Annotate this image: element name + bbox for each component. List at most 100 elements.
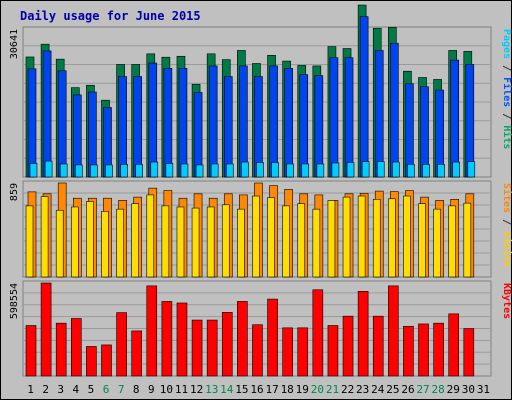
bar-files-day-3 bbox=[57, 70, 67, 178]
bar-files-day-14 bbox=[223, 76, 233, 178]
bar-visits-day-4 bbox=[70, 206, 79, 278]
bar-visits-day-28 bbox=[433, 208, 441, 278]
panel-middle-legend: Sites / Visits bbox=[501, 183, 512, 267]
bar-files-day-9 bbox=[148, 62, 158, 178]
bar-pages-day-4 bbox=[74, 164, 83, 178]
panel-middle: 859 Sites / Visits bbox=[9, 180, 512, 278]
bar-pages-day-26 bbox=[407, 164, 415, 178]
x-tick-label-day-16: 16 bbox=[250, 383, 263, 396]
legend-entry: / bbox=[501, 59, 512, 77]
x-tick-label-day-31: 31 bbox=[477, 383, 490, 396]
bar-files-day-19 bbox=[299, 74, 309, 178]
bar-kbytes-day-22 bbox=[342, 315, 354, 377]
x-tick-label-day-4: 4 bbox=[73, 383, 80, 396]
bar-files-day-22 bbox=[344, 57, 354, 178]
chart-title: Daily usage for June 2015 bbox=[20, 9, 201, 23]
bar-pages-day-7 bbox=[120, 164, 128, 178]
panel-bottom-max-label: 598554 bbox=[9, 283, 20, 319]
bar-kbytes-day-21 bbox=[327, 325, 339, 377]
bar-visits-day-26 bbox=[403, 195, 411, 278]
bar-kbytes-day-3 bbox=[55, 322, 67, 377]
bar-kbytes-day-12 bbox=[191, 319, 203, 377]
bar-files-day-16 bbox=[254, 76, 263, 178]
x-tick-label-day-9: 9 bbox=[148, 383, 155, 396]
panel-middle-max-label: 859 bbox=[9, 183, 20, 201]
bar-visits-day-10 bbox=[161, 205, 170, 278]
x-tick-label-day-5: 5 bbox=[88, 383, 95, 396]
panel-top: 30641 Pages / Files / Hits bbox=[9, 4, 512, 178]
x-tick-label-day-11: 11 bbox=[175, 383, 188, 396]
bar-pages-day-8 bbox=[135, 164, 143, 178]
bar-pages-day-30 bbox=[467, 161, 476, 178]
x-tick-label-day-22: 22 bbox=[341, 383, 354, 396]
x-tick-label-day-23: 23 bbox=[356, 383, 369, 396]
bar-kbytes-day-24 bbox=[372, 315, 384, 377]
x-tick-label-day-19: 19 bbox=[296, 383, 309, 396]
bar-visits-day-8 bbox=[131, 203, 139, 278]
panel-top-legend: Pages / Files / Hits bbox=[501, 29, 512, 149]
bar-visits-day-27 bbox=[418, 203, 426, 278]
bar-pages-day-19 bbox=[301, 163, 310, 178]
bar-pages-day-25 bbox=[392, 161, 400, 178]
bar-pages-day-27 bbox=[422, 164, 430, 178]
bar-kbytes-day-7 bbox=[116, 312, 127, 377]
x-tick-label-day-29: 29 bbox=[447, 383, 460, 396]
bar-pages-day-28 bbox=[437, 164, 445, 178]
bar-pages-day-23 bbox=[361, 161, 370, 178]
bar-kbytes-day-10 bbox=[161, 301, 173, 377]
panel-bottom-legend: KBytes bbox=[501, 283, 512, 319]
bar-kbytes-day-1 bbox=[25, 325, 37, 377]
bar-visits-day-9 bbox=[146, 194, 155, 278]
bar-visits-day-7 bbox=[116, 208, 124, 278]
bar-files-day-15 bbox=[239, 65, 248, 178]
bar-visits-day-14 bbox=[221, 204, 230, 278]
x-tick-label-day-8: 8 bbox=[133, 383, 140, 396]
bar-files-day-10 bbox=[163, 68, 173, 178]
bar-kbytes-day-20 bbox=[312, 289, 324, 377]
bar-pages-day-29 bbox=[452, 161, 461, 178]
bar-files-day-24 bbox=[374, 50, 384, 178]
bar-kbytes-day-9 bbox=[146, 285, 158, 377]
x-tick-label-day-7: 7 bbox=[118, 383, 125, 396]
bar-visits-day-25 bbox=[388, 198, 396, 278]
bar-pages-day-24 bbox=[376, 161, 385, 178]
legend-entry: / bbox=[501, 213, 512, 231]
bar-visits-day-11 bbox=[176, 206, 185, 278]
x-tick-label-day-25: 25 bbox=[386, 383, 399, 396]
chart-panels: 30641 Pages / Files / Hits 859 Sites / Visi… bbox=[9, 4, 512, 377]
legend-entry: Hits bbox=[501, 125, 512, 149]
bar-kbytes-day-4 bbox=[70, 318, 82, 377]
bar-pages-day-9 bbox=[150, 161, 159, 178]
x-tick-label-day-30: 30 bbox=[462, 383, 475, 396]
legend-entry: / bbox=[501, 107, 512, 125]
x-tick-label-day-20: 20 bbox=[311, 383, 324, 396]
legend-entry: Pages bbox=[501, 29, 512, 59]
panel-top-max-label: 30641 bbox=[9, 29, 20, 59]
bar-files-day-13 bbox=[208, 65, 218, 178]
bar-pages-day-17 bbox=[271, 162, 279, 178]
bar-visits-day-24 bbox=[372, 199, 381, 278]
bar-pages-day-14 bbox=[225, 163, 234, 178]
bar-kbytes-day-14 bbox=[221, 311, 233, 377]
bar-pages-day-2 bbox=[44, 160, 53, 178]
bar-visits-day-30 bbox=[463, 202, 472, 278]
bar-kbytes-day-2 bbox=[40, 282, 52, 377]
bar-pages-day-3 bbox=[59, 163, 68, 178]
x-tick-label-day-28: 28 bbox=[432, 383, 445, 396]
bar-kbytes-day-17 bbox=[267, 298, 278, 377]
x-tick-label-day-14: 14 bbox=[220, 383, 234, 396]
x-tick-label-day-1: 1 bbox=[27, 383, 34, 396]
bar-visits-day-20 bbox=[312, 208, 321, 278]
bar-files-day-28 bbox=[435, 89, 444, 178]
x-tick-label-day-21: 21 bbox=[326, 383, 339, 396]
bar-pages-day-16 bbox=[256, 162, 264, 178]
bar-kbytes-day-18 bbox=[282, 327, 293, 377]
bar-pages-day-15 bbox=[241, 161, 249, 178]
bar-files-day-11 bbox=[178, 68, 188, 178]
bar-kbytes-day-15 bbox=[237, 301, 248, 377]
x-tick-label-day-12: 12 bbox=[190, 383, 203, 396]
bar-kbytes-day-28 bbox=[433, 322, 444, 377]
x-axis-labels: 1 2 3 4 5 6 7 8 9 10 11 12 13 14 15 16 17 18 19 20 21 22 23 24 2… bbox=[27, 383, 490, 396]
bar-kbytes-day-8 bbox=[131, 330, 142, 377]
